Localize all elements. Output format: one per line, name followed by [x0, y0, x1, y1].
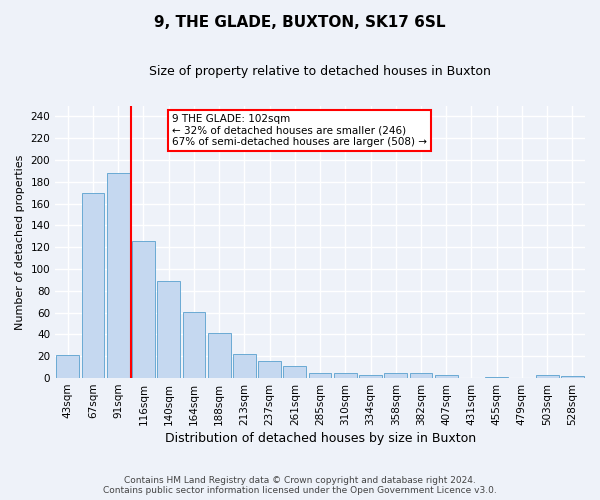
Bar	[107, 173, 130, 378]
Bar	[435, 375, 458, 378]
Bar	[82, 193, 104, 378]
Bar	[309, 372, 331, 378]
Bar	[385, 372, 407, 378]
Bar	[485, 377, 508, 378]
Bar	[208, 334, 230, 378]
Bar	[182, 312, 205, 378]
Bar	[334, 372, 356, 378]
Bar	[56, 355, 79, 378]
Bar	[410, 372, 433, 378]
Text: 9 THE GLADE: 102sqm
← 32% of detached houses are smaller (246)
67% of semi-detac: 9 THE GLADE: 102sqm ← 32% of detached ho…	[172, 114, 427, 147]
Y-axis label: Number of detached properties: Number of detached properties	[15, 154, 25, 330]
Bar	[283, 366, 306, 378]
Title: Size of property relative to detached houses in Buxton: Size of property relative to detached ho…	[149, 65, 491, 78]
X-axis label: Distribution of detached houses by size in Buxton: Distribution of detached houses by size …	[164, 432, 476, 445]
Bar	[132, 240, 155, 378]
Bar	[536, 375, 559, 378]
Bar	[561, 376, 584, 378]
Bar	[157, 281, 180, 378]
Text: 9, THE GLADE, BUXTON, SK17 6SL: 9, THE GLADE, BUXTON, SK17 6SL	[154, 15, 446, 30]
Text: Contains HM Land Registry data © Crown copyright and database right 2024.
Contai: Contains HM Land Registry data © Crown c…	[103, 476, 497, 495]
Bar	[233, 354, 256, 378]
Bar	[359, 375, 382, 378]
Bar	[258, 360, 281, 378]
